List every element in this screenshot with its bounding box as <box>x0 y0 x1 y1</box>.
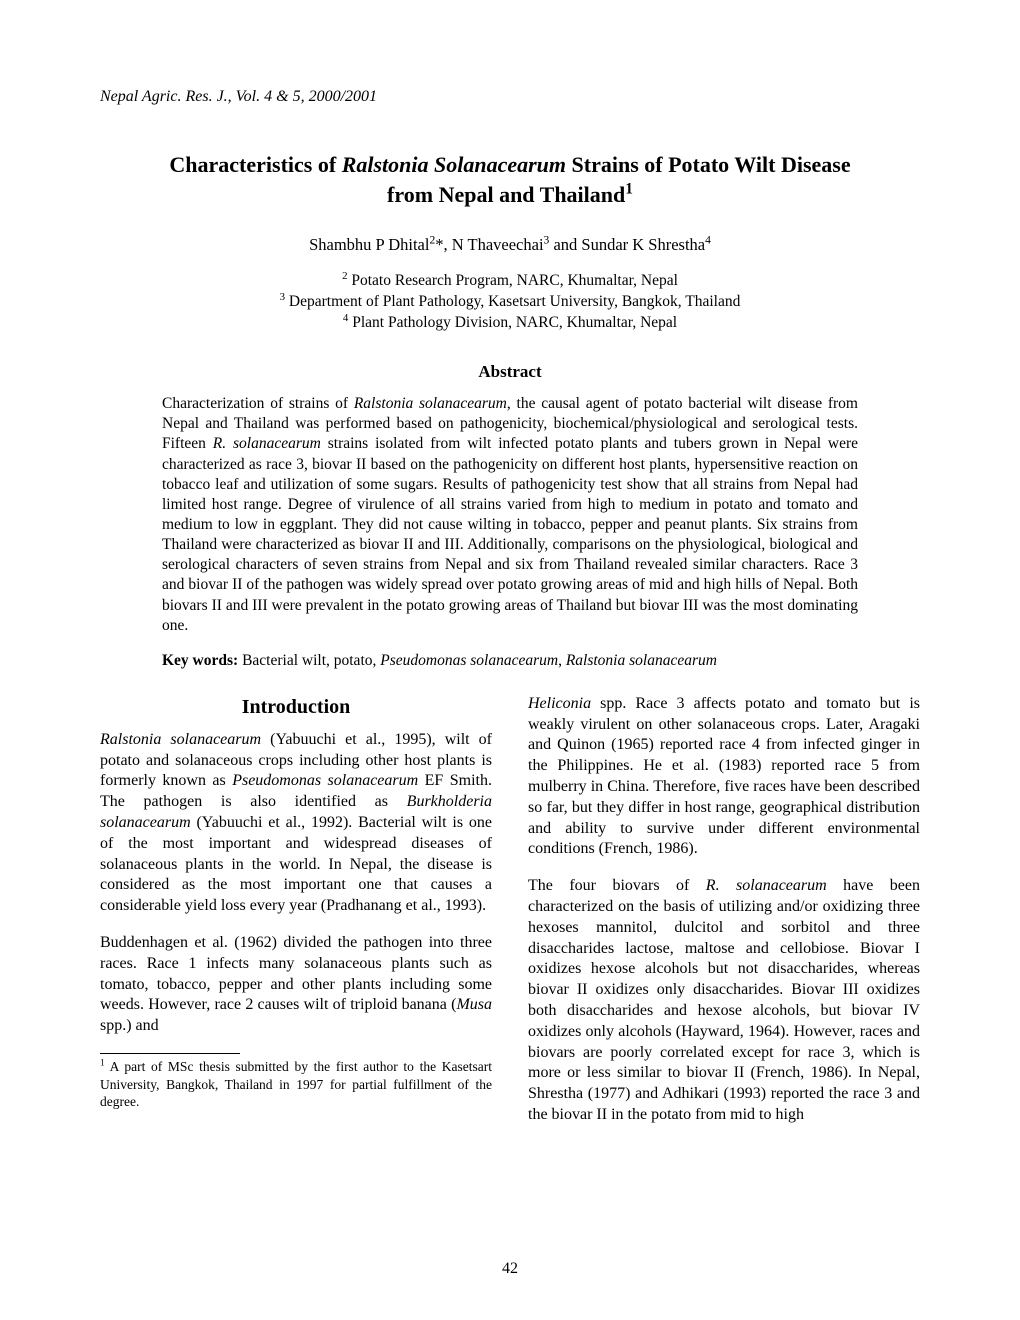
right-p2-a: The four biovars of <box>528 877 706 894</box>
introduction-heading: Introduction <box>100 694 492 720</box>
author1: Shambhu P Dhital <box>309 235 429 254</box>
right-paragraph-1: Heliconia spp. Race 3 affects potato and… <box>528 694 920 860</box>
keywords-italic-b: Pseudomonas solanacearum <box>380 652 558 669</box>
title-sup: 1 <box>625 180 633 197</box>
abstract-heading: Abstract <box>100 362 920 382</box>
abstract-body: Characterization of strains of Ralstonia… <box>162 394 858 636</box>
left-p1-italic-c: Pseudomonas solanacearum <box>232 772 418 789</box>
paper-title: Characteristics of Ralstonia Solanacearu… <box>100 150 920 209</box>
keywords-label: Key words: <box>162 652 242 669</box>
left-p2-a: Buddenhagen et al. (1962) divided the pa… <box>100 934 492 1013</box>
right-p1-italic-a: Heliconia <box>528 695 591 712</box>
affil3-text: Plant Pathology Division, NARC, Khumalta… <box>348 314 677 331</box>
title-italic-species: Ralstonia Solanacearum <box>342 152 566 177</box>
title-text-pre: Characteristics of <box>169 152 341 177</box>
footnote-rule <box>100 1053 240 1054</box>
author2: *, N Thaveechai <box>435 235 543 254</box>
left-p1-italic-a: Ralstonia solanacearum <box>100 731 261 748</box>
abstract-italic-d: R. solanacearum <box>213 435 321 452</box>
right-p2-c: have been characterized on the basis of … <box>528 877 920 1123</box>
page: Nepal Agric. Res. J., Vol. 4 & 5, 2000/2… <box>0 0 1020 1320</box>
affiliations: 2 Potato Research Program, NARC, Khumalt… <box>100 271 920 334</box>
title-text-post: Strains of Potato Wilt Disease <box>566 152 851 177</box>
author3-sup: 4 <box>705 235 711 247</box>
left-column: Introduction Ralstonia solanacearum (Yab… <box>100 694 492 1142</box>
affil2-text: Department of Plant Pathology, Kasetsart… <box>285 293 740 310</box>
keywords-italic-d: Ralstonia solanacearum <box>566 652 717 669</box>
right-p2-italic-b: R. solanacearum <box>706 877 827 894</box>
left-paragraph-2: Buddenhagen et al. (1962) divided the pa… <box>100 933 492 1037</box>
left-paragraph-1: Ralstonia solanacearum (Yabuuchi et al.,… <box>100 730 492 917</box>
left-p2-c: spp.) and <box>100 1017 159 1034</box>
author3: and Sundar K Shrestha <box>549 235 705 254</box>
authors: Shambhu P Dhital2*, N Thaveechai3 and Su… <box>100 235 920 255</box>
abstract-text-a: Characterization of strains of <box>162 395 354 412</box>
footnote-text: A part of MSc thesis submitted by the fi… <box>100 1059 492 1109</box>
right-column: Heliconia spp. Race 3 affects potato and… <box>528 694 920 1142</box>
keywords: Key words: Bacterial wilt, potato, Pseud… <box>162 652 858 670</box>
affil1-text: Potato Research Program, NARC, Khumaltar… <box>348 272 678 289</box>
left-p2-italic-b: Musa <box>456 996 492 1013</box>
right-p1-b: spp. Race 3 affects potato and tomato bu… <box>528 695 920 858</box>
right-paragraph-2: The four biovars of R. solanacearum have… <box>528 876 920 1126</box>
body-columns: Introduction Ralstonia solanacearum (Yab… <box>100 694 920 1142</box>
keywords-text-c: , <box>558 652 566 669</box>
title-line2: from Nepal and Thailand <box>387 182 625 207</box>
page-number: 42 <box>0 1260 1020 1278</box>
abstract-text-e: strains isolated from wilt infected pota… <box>162 435 858 633</box>
footnote: 1 A part of MSc thesis submitted by the … <box>100 1058 492 1111</box>
abstract-italic-b: Ralstonia solanacearum <box>354 395 507 412</box>
keywords-text-a: Bacterial wilt, potato, <box>242 652 380 669</box>
journal-header: Nepal Agric. Res. J., Vol. 4 & 5, 2000/2… <box>100 88 920 106</box>
